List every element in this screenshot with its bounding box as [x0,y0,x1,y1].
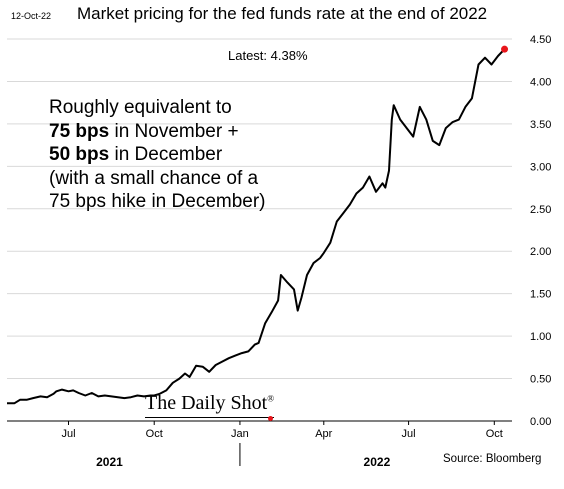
annotation-line-1: Roughly equivalent to [49,97,232,118]
y-tick-label: 2.50 [530,204,551,216]
x-tick-label: Jul [61,428,75,440]
annotation-line-3: 50 bps in December [49,143,266,167]
annotation-bold-50: 50 bps [49,144,110,165]
x-tick-labels: Jul Oct Jan Apr Jul Oct 2021 2022 [61,428,502,469]
annotation-rest-3: in December [109,144,223,165]
x-tick-label: Jul [402,428,416,440]
rate-series-line [7,48,506,405]
y-tick-label: 4.50 [530,34,551,46]
grid-lines [7,38,512,380]
year-label: 2022 [364,455,391,469]
x-tick-label: Oct [146,428,163,440]
logo-underline [145,417,275,418]
annotation-line-5: 75 bps hike in December) [49,191,266,212]
x-tick-label: Jan [231,428,249,440]
x-tick-label: Oct [486,428,503,440]
logo-red-dot [268,416,274,421]
y-tick-label: 2.00 [530,246,551,258]
chart-title: Market pricing for the fed funds rate at… [77,4,488,23]
y-tick-label: 3.00 [530,161,551,173]
logo-text: The Daily Shot [145,392,268,414]
source-note: Source: Bloomberg [443,453,542,465]
date-stamp: 12-Oct-22 [11,11,52,21]
x-tick-label: Apr [315,428,332,440]
annotation-box: Roughly equivalent to 75 bps in November… [49,96,266,214]
daily-shot-logo: The Daily Shot® [145,392,275,421]
year-label: 2021 [96,455,123,469]
annotation-bold-75: 75 bps [49,120,110,142]
annotation-line-4: (with a small chance of a [49,167,259,189]
y-tick-label: 1.50 [530,289,551,301]
y-tick-labels: 0.00 0.50 1.00 1.50 2.00 2.50 3.00 3.50 4.00 4.50 [530,34,551,428]
y-tick-label: 0.00 [530,416,551,428]
y-tick-label: 4.00 [530,76,551,88]
latest-point-marker [501,45,509,53]
logo-registered-mark: ® [267,393,275,404]
annotation-rest-2: in November + [109,120,239,142]
latest-value-label: Latest: 4.38% [228,48,308,63]
y-tick-label: 3.50 [530,119,551,131]
series-layer [7,45,509,405]
y-tick-label: 1.00 [530,331,551,343]
annotation-line-2: 75 bps in November + [49,120,266,144]
axes [7,420,512,466]
y-tick-label: 0.50 [530,374,551,386]
